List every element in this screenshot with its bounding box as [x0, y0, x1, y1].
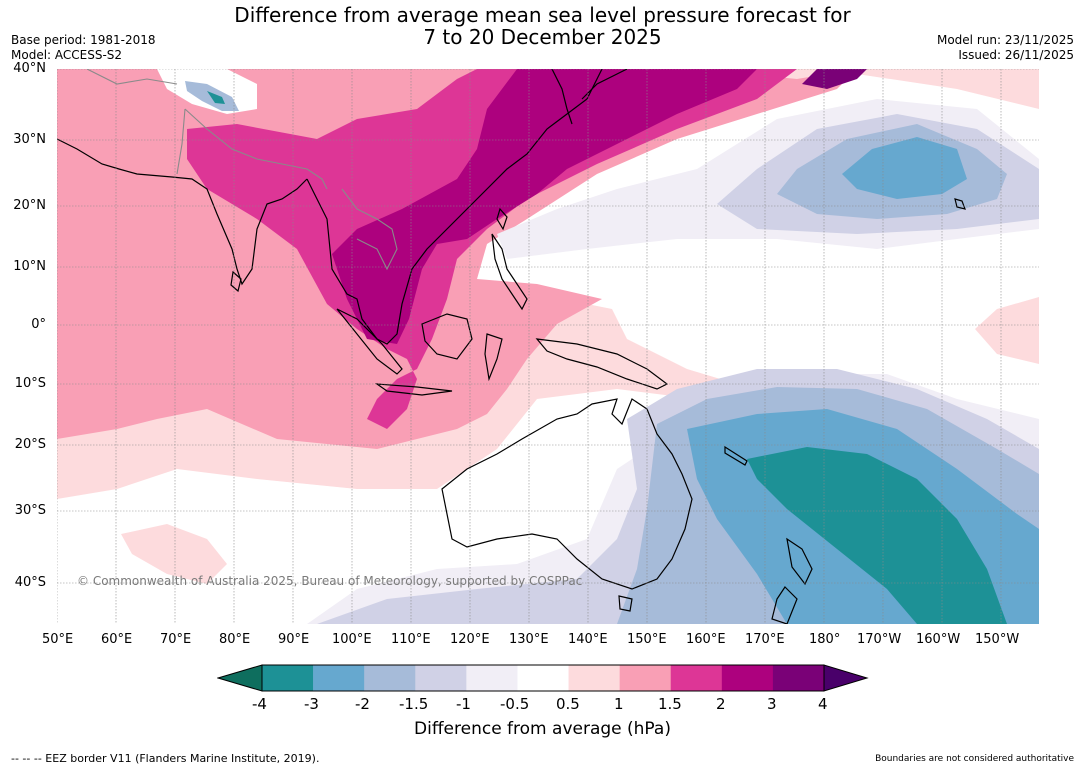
lat-label-30s: 30°S [14, 503, 46, 518]
colorbar-cell [313, 665, 365, 691]
coast-philippines [491, 233, 528, 311]
lon-label-110e: 110°E [391, 632, 431, 647]
lon-label-180: 180° [809, 632, 841, 647]
boundary-india-pakistan [176, 108, 186, 175]
coast-tasmania [618, 595, 633, 612]
model-run-text: Model run: 23/11/2025 [936, 33, 1074, 47]
colorbar-over-arrow [823, 664, 869, 692]
lon-label-70e: 70°E [160, 632, 192, 647]
coast-new-caledonia [724, 445, 748, 466]
base-period-text: Base period: 1981-2018 [11, 33, 156, 47]
colorbar-tick-label: -2 [355, 695, 370, 713]
colorbar-tick-label: -1.5 [399, 695, 429, 713]
coast-borneo [421, 313, 473, 360]
colorbar-cell [721, 665, 774, 691]
colorbar-tick-label: 4 [818, 695, 828, 713]
lon-label-80e: 80°E [219, 632, 251, 647]
anomaly-2-to-3-region [332, 69, 757, 344]
boundary-india-china [184, 108, 328, 190]
colorbar-cell [466, 665, 518, 691]
lat-label-30n: 30°N [13, 132, 46, 147]
colorbar-tick-label: 3 [767, 695, 777, 713]
colorbar-cell [364, 665, 416, 691]
coast-australia [441, 398, 693, 590]
lon-label-90e: 90°E [278, 632, 310, 647]
pressure-anomaly-map: © Commonwealth of Australia 2025, Bureau… [57, 69, 1039, 624]
lon-label-130e: 130°E [509, 632, 549, 647]
coast-hawaii [954, 198, 966, 210]
colorbar-cell [517, 665, 569, 691]
boundary-central-asia [86, 69, 178, 85]
lat-label-0: 0° [31, 317, 46, 332]
colorbar-tick-label: 1.5 [658, 695, 682, 713]
lon-label-170e: 170°E [745, 632, 785, 647]
colorbar-tick-label: 2 [716, 695, 726, 713]
eez-border-note: -- -- -- EEZ border V11 (Flanders Marine… [11, 752, 320, 765]
colorbar-outline [261, 664, 825, 692]
colorbar-tick-label: -4 [252, 695, 267, 713]
lon-label-150e: 150°E [627, 632, 667, 647]
coast-java [374, 383, 453, 396]
lon-label-100e: 100°E [332, 632, 372, 647]
lon-label-160w: 160°W [916, 632, 961, 647]
coast-korea-japan [551, 69, 628, 125]
lat-label-40n: 40°N [13, 61, 46, 76]
coast-southeast-asia [306, 69, 603, 345]
colorbar-cell [670, 665, 723, 691]
boundaries-disclaimer: Boundaries are not considered authoritat… [875, 754, 1074, 764]
colorbar-cell [619, 665, 672, 691]
lon-label-120e: 120°E [450, 632, 490, 647]
coast-new-guinea [535, 338, 669, 390]
graticule [57, 69, 1039, 624]
colorbar-title: Difference from average (hPa) [414, 719, 671, 739]
colorbar-tick-label: -3 [304, 695, 319, 713]
lon-label-160e: 160°E [686, 632, 726, 647]
lat-label-20s: 20°S [14, 437, 46, 452]
colorbar-cell [772, 665, 825, 691]
lon-label-60e: 60°E [101, 632, 133, 647]
coast-taiwan [496, 207, 508, 231]
colorbar-tick-label: -0.5 [500, 695, 530, 713]
lon-label-50e: 50°E [42, 632, 74, 647]
anomaly-strong-negative-himalaya-patch [207, 91, 225, 104]
colorbar-tick-label: -1 [456, 695, 471, 713]
anomaly-1.5-to-2-region [187, 69, 797, 429]
coast-sulawesi [484, 333, 503, 382]
colorbar [217, 664, 869, 692]
coast-sumatra [336, 308, 403, 375]
anomaly-0.5-to-1-south-region [121, 524, 227, 584]
colorbar-tick-label: 0.5 [556, 695, 580, 713]
colorbar-cell [415, 665, 467, 691]
colorbar-cell [262, 665, 314, 691]
country-boundaries [86, 69, 398, 271]
colorbar-cell [568, 665, 620, 691]
coast-new-zealand [771, 537, 813, 624]
model-text: Model: ACCESS-S2 [11, 48, 123, 62]
issued-text: Issued: 26/11/2025 [958, 48, 1074, 62]
lat-label-40s: 40°S [14, 575, 46, 590]
copyright-text: © Commonwealth of Australia 2025, Bureau… [77, 574, 582, 588]
lon-label-140e: 140°E [568, 632, 608, 647]
lon-label-170w: 170°W [857, 632, 902, 647]
colorbar-under-arrow [217, 664, 263, 692]
colorbar-tick-label: 1 [614, 695, 624, 713]
anomaly-3-to-4-region [802, 69, 867, 89]
lat-label-10n: 10°N [13, 259, 46, 274]
lon-label-150w: 150°W [975, 632, 1020, 647]
title-line-1: Difference from average mean sea level p… [234, 3, 851, 27]
anomaly-minus-2-to-minus-3-north-region [842, 137, 967, 199]
chart-title: Difference from average mean sea level p… [0, 4, 1085, 48]
boundary-indochina [341, 188, 398, 271]
lat-label-10s: 10°S [14, 376, 46, 391]
title-line-2: 7 to 20 December 2025 [423, 25, 662, 49]
lat-label-20n: 20°N [13, 198, 46, 213]
anomaly-0.5-to-1-east-region [975, 297, 1039, 364]
coast-sri-lanka [230, 270, 242, 293]
